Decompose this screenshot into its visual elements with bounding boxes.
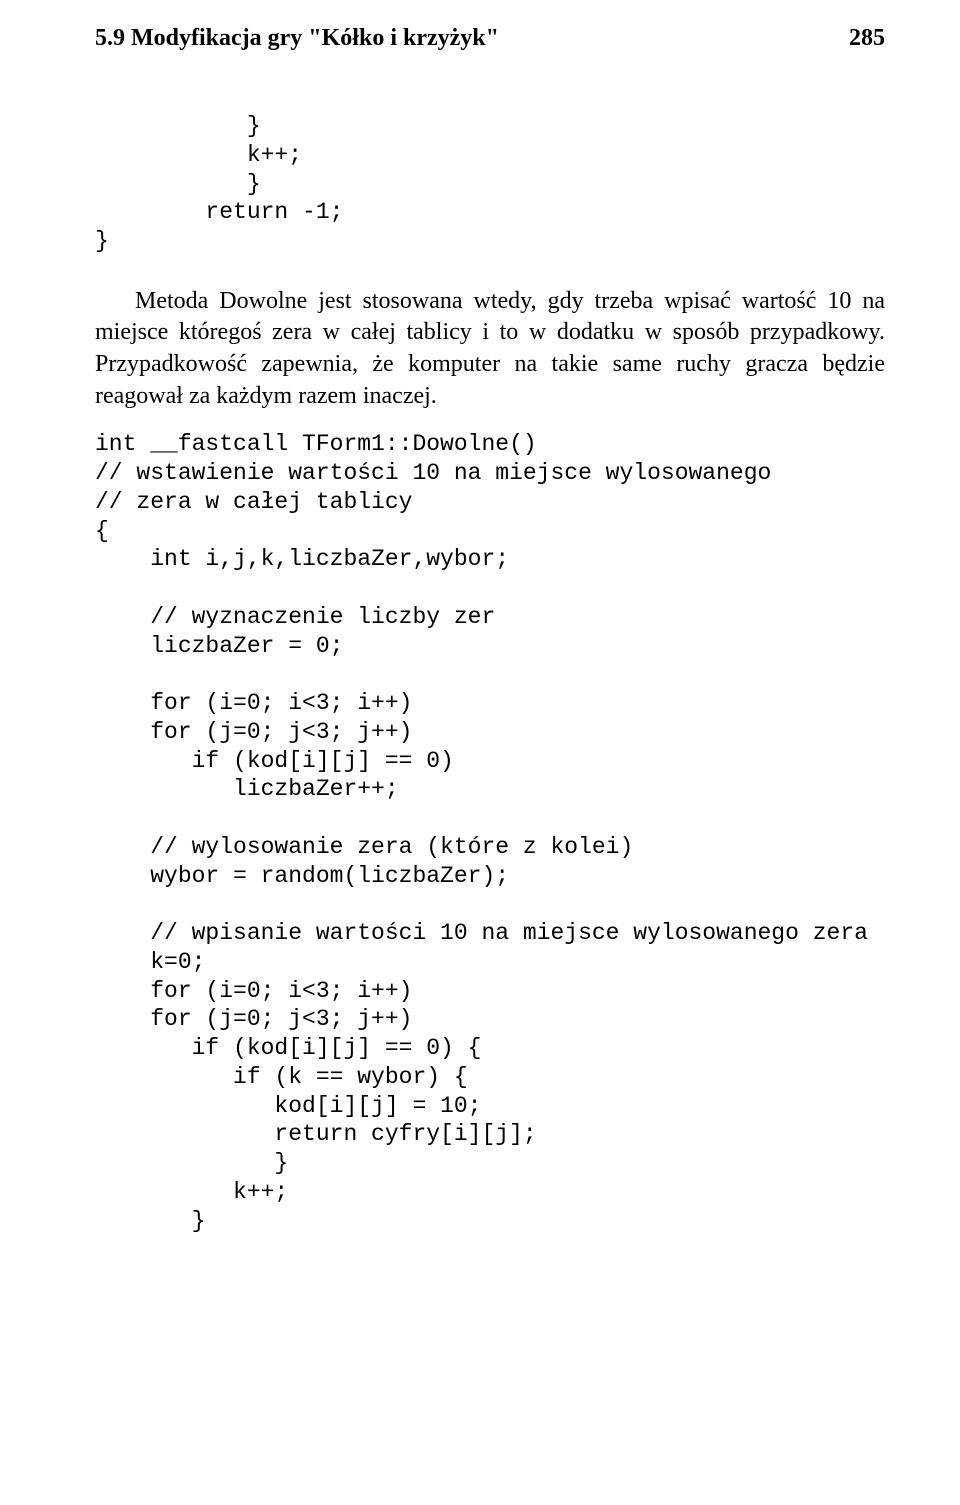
- page-container: 5.9 Modyfikacja gry "Kółko i krzyżyk" 28…: [0, 0, 960, 1265]
- code-block-2: int __fastcall TForm1::Dowolne() // wsta…: [95, 430, 885, 1235]
- page-header: 5.9 Modyfikacja gry "Kółko i krzyżyk" 28…: [95, 25, 885, 52]
- page-number: 285: [849, 25, 885, 52]
- section-title: 5.9 Modyfikacja gry "Kółko i krzyżyk": [95, 25, 499, 52]
- paragraph-1: Metoda Dowolne jest stosowana wtedy, gdy…: [95, 286, 885, 413]
- code-block-1: } k++; } return -1; }: [95, 112, 885, 256]
